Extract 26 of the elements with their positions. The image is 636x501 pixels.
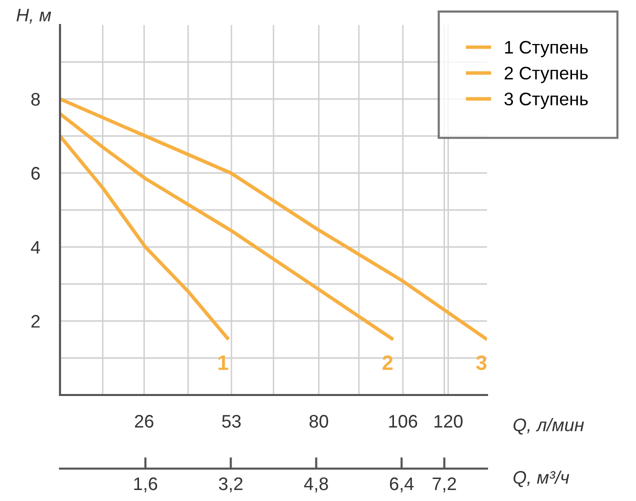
y-tick-label: 6 (31, 166, 40, 180)
x2-tick-label: 7,2 (432, 477, 456, 492)
x-tick-label: 53 (222, 414, 241, 428)
x-axis-title: Q, л/мин (514, 418, 584, 435)
x2-tick-label: 4,8 (304, 477, 328, 492)
x-tick-label: 80 (310, 414, 328, 428)
legend-label: 2 Ступень (504, 66, 588, 84)
annotation: 2 (382, 355, 393, 370)
x2-tick-label: 3,2 (218, 477, 242, 492)
annotation: 3 (476, 355, 486, 370)
legend-label: 3 Ступень (504, 92, 588, 109)
x-tick-label: 120 (434, 414, 463, 428)
line-series (60, 134, 230, 342)
line-series (60, 97, 487, 342)
x-tick-label: 106 (389, 414, 418, 428)
y-axis-title: H, м (16, 8, 52, 24)
y-tick-label: 4 (30, 241, 40, 254)
line-series (60, 112, 395, 342)
y-tick-label: 8 (31, 92, 40, 106)
x2-axis-title: Q, м³/ч (514, 470, 570, 488)
x-tick-label: 26 (134, 414, 154, 428)
x2-tick-label: 6,4 (390, 477, 414, 492)
legend-label: 1 Ступень (505, 40, 588, 58)
x2-tick-label: 1,6 (134, 477, 158, 492)
y-tick-label: 2 (31, 314, 40, 328)
annotation: 1 (218, 356, 228, 370)
